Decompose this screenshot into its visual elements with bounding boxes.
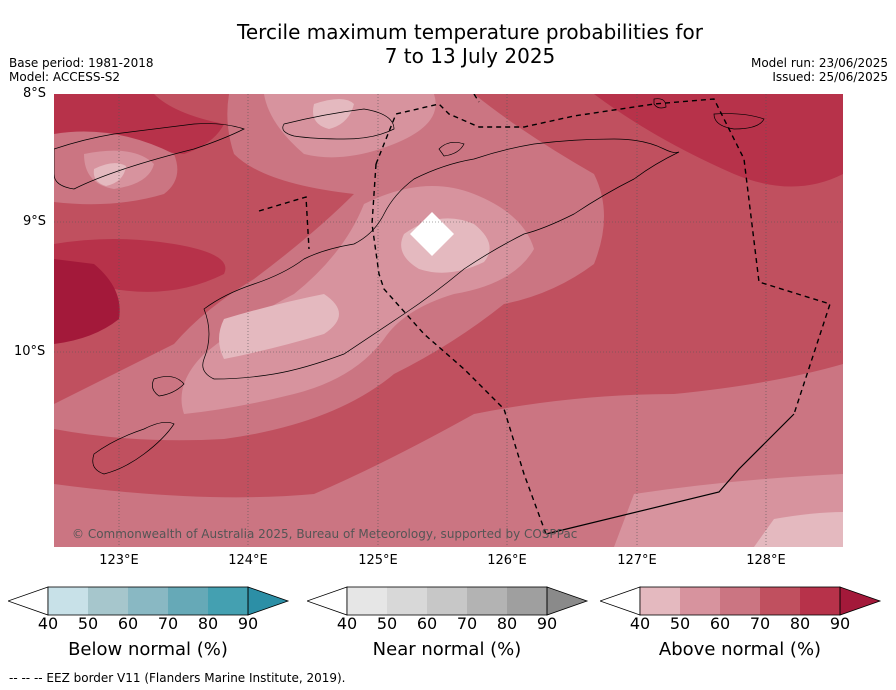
coastlines (54, 98, 765, 475)
lon-label-123e: 123°E (99, 553, 139, 568)
model-run: Model run: 23/06/2025 (750, 56, 888, 70)
colorbar-below-normal (8, 586, 290, 616)
cbar-tick: 70 (749, 614, 771, 633)
contour-50-60-north (264, 94, 436, 158)
copyright-text: © Commonwealth of Australia 2025, Bureau… (72, 527, 578, 541)
lat-label-10s: 10°S (14, 344, 46, 359)
colorbar-extend-high (247, 586, 290, 616)
contour-40-50-nw (93, 163, 126, 186)
colorbar-segment (760, 587, 800, 615)
cbar-tick: 80 (789, 614, 811, 633)
colorbar-segment (507, 587, 547, 615)
colorbar-outline (346, 586, 548, 616)
colorbar-segment (467, 587, 507, 615)
colorbar-segment (48, 587, 88, 615)
timor-coast (202, 138, 680, 380)
colorbar-segment (128, 587, 168, 615)
colorbar-segment (720, 587, 760, 615)
cbar-tick: 90 (536, 614, 558, 633)
cbar-tick: 80 (197, 614, 219, 633)
cbar-tick: 50 (77, 614, 99, 633)
colorbar-outline (47, 586, 249, 616)
cbar-tick: 50 (669, 614, 691, 633)
cbar-tick: 60 (709, 614, 731, 633)
semau-coast (152, 376, 185, 397)
contour-90-w (54, 259, 120, 344)
run-info: Model run: 23/06/2025 Issued: 25/06/2025 (751, 56, 888, 84)
alor-coast (282, 108, 395, 140)
cbar-tick: 90 (829, 614, 851, 633)
cbar-tick: 60 (416, 614, 438, 633)
cbar-tick: 70 (157, 614, 179, 633)
cbar-tick: 40 (629, 614, 651, 633)
colorbar-extend-low (307, 586, 348, 616)
colorbar-segment (640, 587, 680, 615)
lon-label-128e: 128°E (746, 553, 786, 568)
lon-label-124e: 124°E (228, 553, 268, 568)
flores-coast (54, 123, 245, 190)
colorbar-segment (88, 587, 128, 615)
colorbar-extend-low (8, 586, 49, 616)
cbar-tick: 40 (336, 614, 358, 633)
lon-label-127e: 127°E (617, 553, 657, 568)
lon-label-126e: 126°E (487, 553, 527, 568)
colorbar-segment (347, 587, 387, 615)
contour-80-90-ne (594, 94, 843, 187)
liran-coast (653, 98, 667, 109)
lat-label-9s: 9°S (23, 214, 47, 229)
wetar-east-coast (713, 113, 765, 130)
colorbar-extend-high (839, 586, 882, 616)
colorbar-segment (168, 587, 208, 615)
title-line-1: Tercile maximum temperature probabilitie… (237, 20, 703, 44)
lon-label-125e: 125°E (358, 553, 398, 568)
cbar-tick: 60 (117, 614, 139, 633)
probability-map: © Commonwealth of Australia 2025, Bureau… (54, 94, 843, 547)
border-segment (545, 413, 795, 535)
map-title: Tercile maximum temperature probabilitie… (0, 20, 896, 68)
colorbar-segment (387, 587, 427, 615)
cbar-tick: 70 (456, 614, 478, 633)
colorbar-above-normal (600, 586, 882, 616)
base-period: Base period: 1981-2018 (9, 56, 154, 70)
colorbar-near-normal (307, 586, 589, 616)
cbar-tick: 40 (37, 614, 59, 633)
model-info: Base period: 1981-2018 Model: ACCESS-S2 (9, 56, 154, 84)
map-svg (54, 94, 843, 547)
colorbar-segment (427, 587, 467, 615)
contour-40-50-timor (219, 294, 339, 359)
rote-coast (92, 422, 175, 475)
colorbar-title-above: Above normal (%) (658, 639, 822, 660)
colorbar-title-near: Near normal (%) (372, 639, 522, 660)
colorbar-extend-high (546, 586, 589, 616)
issued-date: Issued: 25/06/2025 (772, 70, 888, 84)
colorbar-outline (639, 586, 841, 616)
graticule (54, 94, 843, 547)
colorbar-segment (680, 587, 720, 615)
cbar-tick: 90 (237, 614, 259, 633)
lat-label-8s: 8°S (23, 86, 47, 101)
colorbar-segment (208, 587, 248, 615)
colorbar-segment (800, 587, 840, 615)
atauro-coast (438, 142, 465, 157)
model-name: Model: ACCESS-S2 (9, 70, 121, 84)
eez-footnote: -- -- -- EEZ border V11 (Flanders Marine… (9, 671, 346, 685)
eez-border (258, 94, 831, 535)
contour-40-50-se (754, 512, 843, 547)
contour-40-50-north (313, 99, 354, 129)
title-line-2: 7 to 13 July 2025 (384, 44, 556, 68)
contour-under-40 (410, 212, 454, 256)
colorbar-title-below: Below normal (%) (68, 639, 228, 660)
cbar-tick: 50 (376, 614, 398, 633)
colorbar-extend-low (600, 586, 641, 616)
cbar-tick: 80 (496, 614, 518, 633)
